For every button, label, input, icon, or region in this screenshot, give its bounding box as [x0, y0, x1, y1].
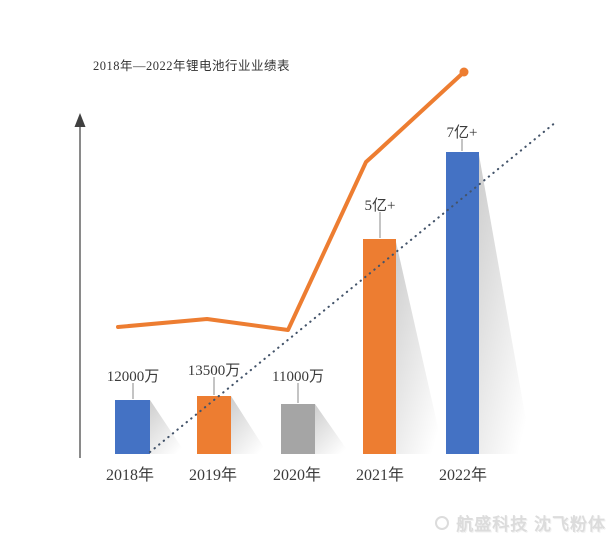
x-label-2019: 2019年 — [188, 467, 238, 484]
bar-shadow-2020 — [315, 404, 350, 454]
chart-title: 2018年—2022年锂电池行业业绩表 — [93, 59, 291, 73]
bar-2018 — [115, 400, 150, 454]
bar-2020 — [281, 404, 315, 454]
bar-2022 — [446, 152, 479, 454]
dotted-trendline — [148, 120, 558, 454]
x-label-2022: 2022年 — [438, 467, 488, 484]
y-axis-arrow-icon — [74, 113, 86, 127]
bar-2021 — [363, 239, 396, 454]
value-label-2022: 7亿+ — [446, 125, 478, 141]
bar-shadow-2021 — [396, 242, 444, 454]
x-label-2021: 2021年 — [355, 467, 405, 484]
label-connectors — [132, 139, 463, 403]
bar-shadow-2018 — [150, 400, 186, 454]
value-label-2019: 13500万 — [187, 363, 241, 379]
value-label-2020: 11000万 — [272, 369, 324, 385]
bar-2019 — [197, 396, 231, 454]
bar-shadow-2019 — [231, 396, 268, 454]
trend-line — [116, 70, 466, 332]
x-label-2018: 2018年 — [105, 467, 155, 484]
watermark-logo-icon — [435, 515, 450, 530]
value-label-2021: 5亿+ — [364, 198, 396, 214]
trend-line-end-dot-icon — [459, 67, 469, 77]
value-label-2018: 12000万 — [106, 369, 160, 385]
watermark-text: 航盛科技 沈飞粉体 — [456, 515, 606, 534]
x-label-2020: 2020年 — [272, 467, 322, 484]
watermark: 航盛科技 沈飞粉体 — [435, 510, 606, 535]
bar-shadow-2022 — [479, 155, 532, 454]
